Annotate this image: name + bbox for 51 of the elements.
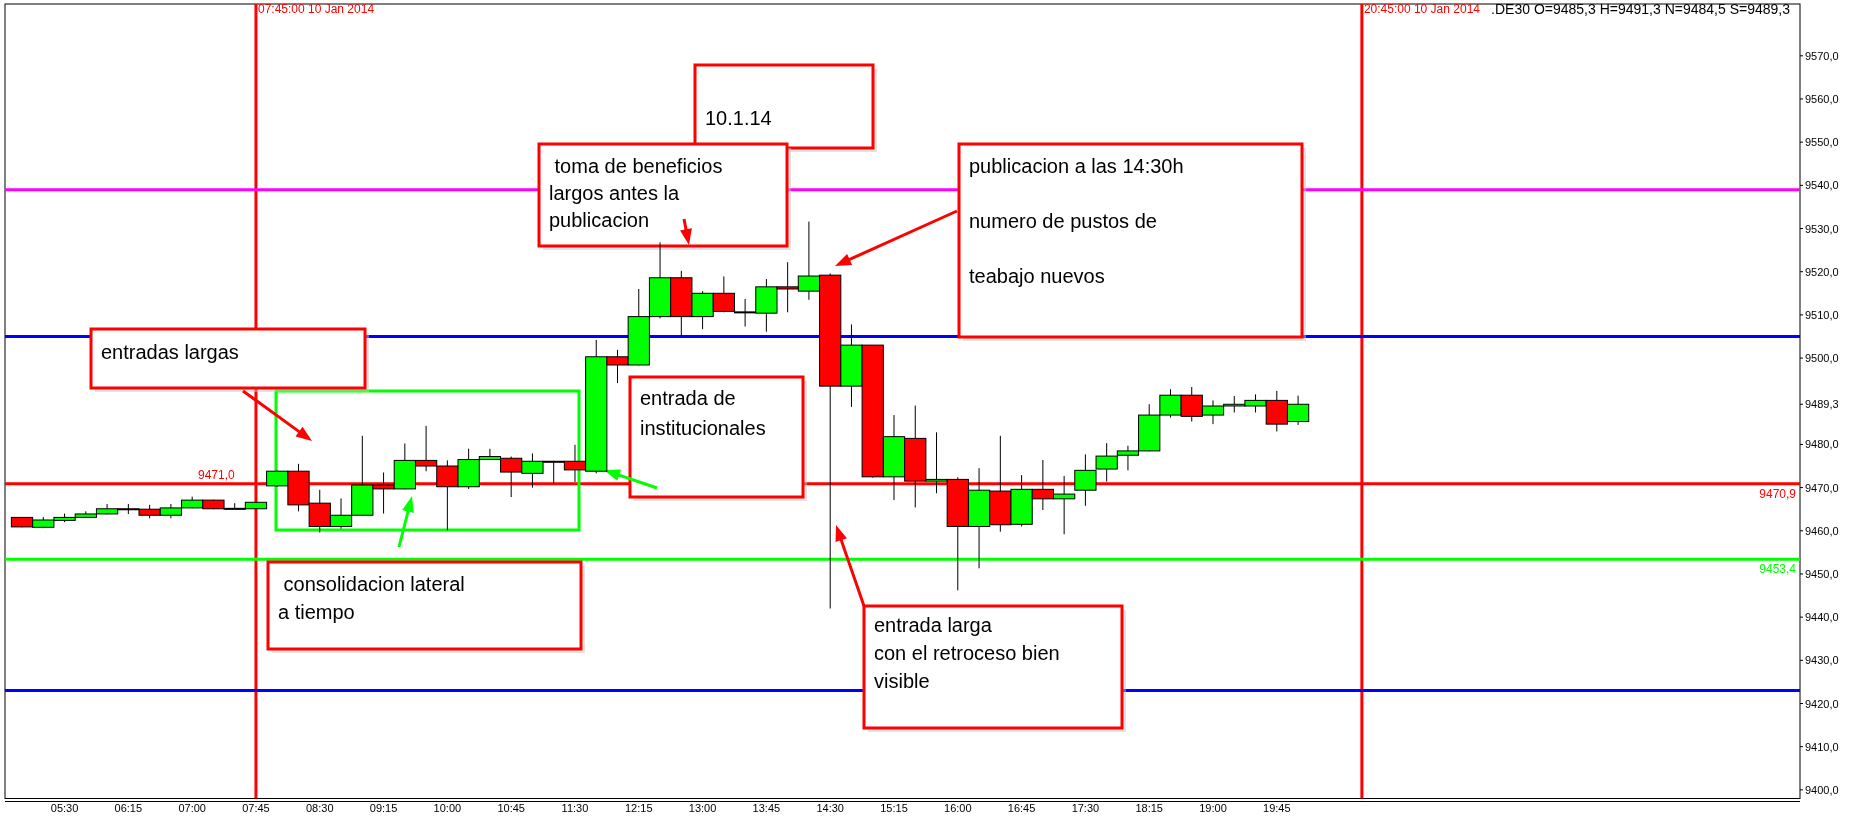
x-tick-label: 12:15 [625, 802, 653, 814]
y-tick-label: 9560,0 [1805, 92, 1839, 105]
annotation: 10.1.14 [705, 107, 772, 129]
x-tick-label: 13:00 [688, 802, 717, 814]
x-tick-label: 18:15 [1135, 802, 1163, 814]
annotation: toma de beneficios largos antes la publicacion [549, 155, 723, 231]
y-tick-label: 9430,0 [1805, 654, 1839, 667]
x-tick-label: 19:45 [1263, 802, 1291, 814]
annotation: 20:45:00 10 Jan 2014 [1363, 2, 1481, 16]
y-tick-label: 9510,0 [1805, 308, 1839, 321]
x-tick-label: 14:30 [816, 802, 844, 814]
x-tick-label: 19:00 [1199, 802, 1227, 814]
x-tick-label: 08:30 [306, 802, 334, 814]
y-tick-label: 9470,0 [1805, 481, 1839, 494]
y-tick-label: 9520,0 [1805, 265, 1839, 278]
x-tick-label: 06:15 [114, 802, 143, 814]
y-tick-label: 9550,0 [1805, 136, 1839, 149]
y-tick-label: 9410,0 [1805, 740, 1839, 753]
text: publicacion a las 14:30h numero de pustos de teabajo nuevos [969, 155, 1184, 287]
y-tick-label: 9480,0 [1805, 438, 1839, 451]
x-tick-label: 13:45 [752, 802, 781, 814]
annotation: entrada de institucionales [640, 387, 766, 439]
annotation: entradas largas [101, 341, 239, 363]
chart-title: .DE30 O=9485,3 H=9491,3 N=9484,5 S=9489,3 [1491, 1, 1791, 17]
x-tick-label: 05:30 [50, 802, 79, 814]
y-tick-label: 9420,0 [1805, 697, 1839, 710]
x-tick-label: 16:45 [1007, 802, 1036, 814]
annotation: consolidacion lateral a tiempo [278, 573, 465, 623]
x-tick-label: 10:00 [433, 802, 462, 814]
x-tick-label: 07:00 [178, 802, 206, 814]
x-tick-label: 11:30 [561, 802, 589, 814]
y-tick-label: 9540,0 [1805, 179, 1839, 192]
ref-line-label: 9453,4 [1759, 562, 1797, 577]
annotation: entrada larga con el retroceso bien visible [874, 614, 1060, 692]
annotation: 07:45:00 10 Jan 2014 [257, 2, 375, 16]
x-tick-label: 07:45 [242, 802, 270, 814]
x-tick-label: 16:00 [944, 802, 972, 814]
ref-line-label: 9470,9 [1759, 486, 1797, 501]
x-tick-label: 15:15 [880, 802, 908, 814]
y-tick-label: 9460,0 [1805, 524, 1839, 537]
y-tick-label: 9500,0 [1805, 352, 1839, 365]
annotation: 9471,0 [197, 468, 236, 483]
x-tick-label: 17:30 [1071, 802, 1100, 814]
y-tick-label: 9450,0 [1805, 567, 1839, 580]
y-tick-label: 9489,3 [1805, 398, 1839, 411]
y-tick-label: 9530,0 [1805, 222, 1839, 235]
x-tick-label: 09:15 [369, 802, 398, 814]
y-tick-label: 9440,0 [1805, 611, 1839, 624]
y-tick-label: 9570,0 [1805, 49, 1839, 62]
x-tick-label: 10:45 [497, 802, 525, 814]
y-tick-label: 9400,0 [1805, 783, 1839, 796]
